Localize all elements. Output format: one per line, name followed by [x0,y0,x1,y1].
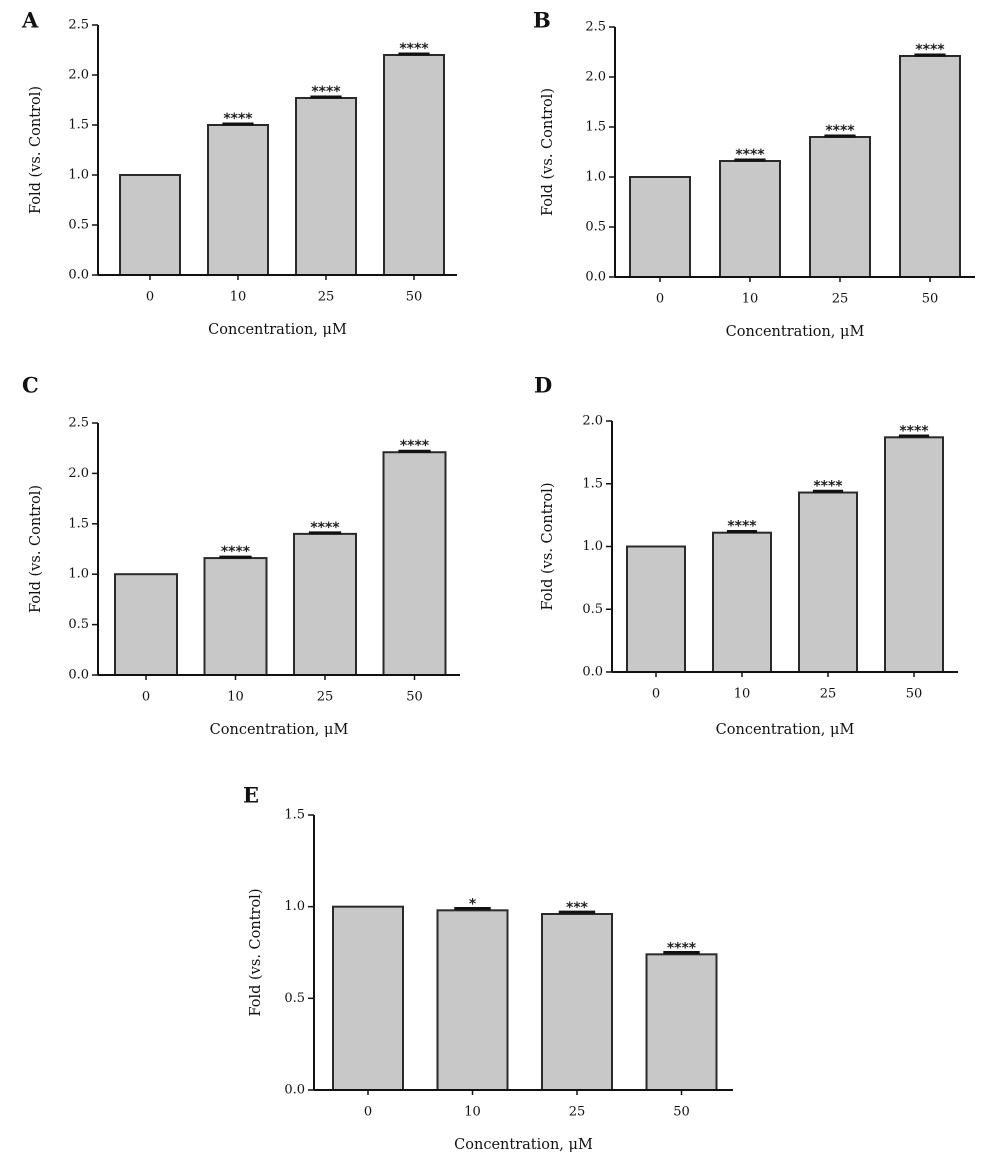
y-tick-label: 0.0 [68,668,89,683]
significance-label: **** [899,423,929,439]
x-axis-title: Concentration, μM [208,322,347,338]
y-axis-title: Fold (vs. Control) [540,88,556,216]
bar [899,55,961,278]
y-tick-label: 0.0 [585,270,606,285]
x-axis-title: Concentration, μM [716,722,855,738]
significance-label: **** [825,123,855,139]
significance-label: **** [400,438,430,454]
bar [207,124,269,276]
x-tick-label: 0 [364,1105,372,1120]
x-tick-label: 10 [230,290,247,305]
x-tick-label: 10 [227,690,244,705]
y-axis-title: Fold (vs. Control) [28,86,44,214]
significance-label: **** [813,479,843,495]
significance-label: **** [727,519,757,535]
bar [332,905,404,1092]
significance-label: **** [667,940,697,956]
x-tick-label: 50 [406,290,423,305]
x-axis-title: Concentration, μM [454,1137,593,1153]
panel-label: C [22,373,39,398]
y-tick-label: 1.0 [284,899,305,914]
significance-label: **** [735,147,765,163]
significance-label: **** [223,111,253,127]
bar [114,573,178,677]
x-tick-label: 0 [142,690,150,705]
significance-label: *** [566,900,589,916]
x-tick-label: 0 [652,687,660,702]
y-tick-label: 0.5 [582,602,603,617]
bar [629,176,691,278]
y-tick-label: 2.0 [68,466,89,481]
y-axis-title: Fold (vs. Control) [248,889,264,1017]
bar [293,532,357,676]
y-tick-label: 1.5 [68,118,89,133]
x-axis-title: Concentration, μM [726,324,865,340]
significance-label: **** [399,41,429,57]
bar [203,557,268,677]
bar [809,136,871,278]
y-tick-label: 2.5 [68,416,89,431]
significance-label: **** [915,42,945,58]
x-tick-label: 25 [569,1105,586,1120]
y-tick-label: 2.0 [585,70,606,85]
y-axis-title: Fold (vs. Control) [540,483,556,611]
y-tick-label: 2.0 [582,414,603,429]
bar [382,451,447,676]
bar [719,160,781,278]
bar [436,909,509,1091]
significance-label: **** [221,544,251,560]
y-tick-label: 0.0 [582,665,603,680]
y-tick-label: 2.5 [585,20,606,35]
y-axis-title: Fold (vs. Control) [28,485,44,613]
y-tick-label: 1.5 [582,476,603,491]
bar [626,545,686,673]
significance-label: **** [310,520,340,536]
panel-label: D [534,373,552,398]
panel-label: B [533,8,551,33]
y-tick-label: 0.5 [284,991,305,1006]
y-tick-label: 1.5 [585,120,606,135]
bar [541,913,613,1091]
x-axis-title: Concentration, μM [210,722,349,738]
x-tick-label: 25 [832,292,849,307]
bar [645,953,718,1091]
y-tick-label: 0.5 [585,220,606,235]
significance-label: * [469,896,477,912]
y-tick-label: 1.0 [68,567,89,582]
y-tick-label: 1.0 [582,539,603,554]
x-tick-label: 0 [656,292,664,307]
y-tick-label: 0.0 [284,1083,305,1098]
x-tick-label: 50 [406,690,423,705]
y-tick-label: 0.5 [68,617,89,632]
x-tick-label: 50 [922,292,939,307]
panel-label: E [243,783,259,808]
x-tick-label: 25 [318,290,335,305]
panel-label: A [21,8,39,33]
y-tick-label: 2.5 [68,18,89,33]
y-tick-label: 1.0 [585,170,606,185]
x-tick-label: 10 [464,1105,481,1120]
bar [884,436,944,673]
x-tick-label: 50 [673,1105,690,1120]
y-tick-label: 1.0 [68,168,89,183]
bar [798,491,858,673]
y-tick-label: 2.0 [68,68,89,83]
y-tick-label: 0.0 [68,268,89,283]
x-tick-label: 25 [820,687,837,702]
bar [383,54,445,276]
bar [295,97,357,276]
y-tick-label: 1.5 [68,516,89,531]
y-tick-label: 1.5 [284,808,305,823]
x-tick-label: 10 [734,687,751,702]
x-tick-label: 0 [146,290,154,305]
bar [119,174,181,276]
x-tick-label: 10 [742,292,759,307]
x-tick-label: 50 [906,687,923,702]
x-tick-label: 25 [317,690,334,705]
significance-label: **** [311,84,341,100]
bar [712,531,772,673]
y-tick-label: 0.5 [68,218,89,233]
